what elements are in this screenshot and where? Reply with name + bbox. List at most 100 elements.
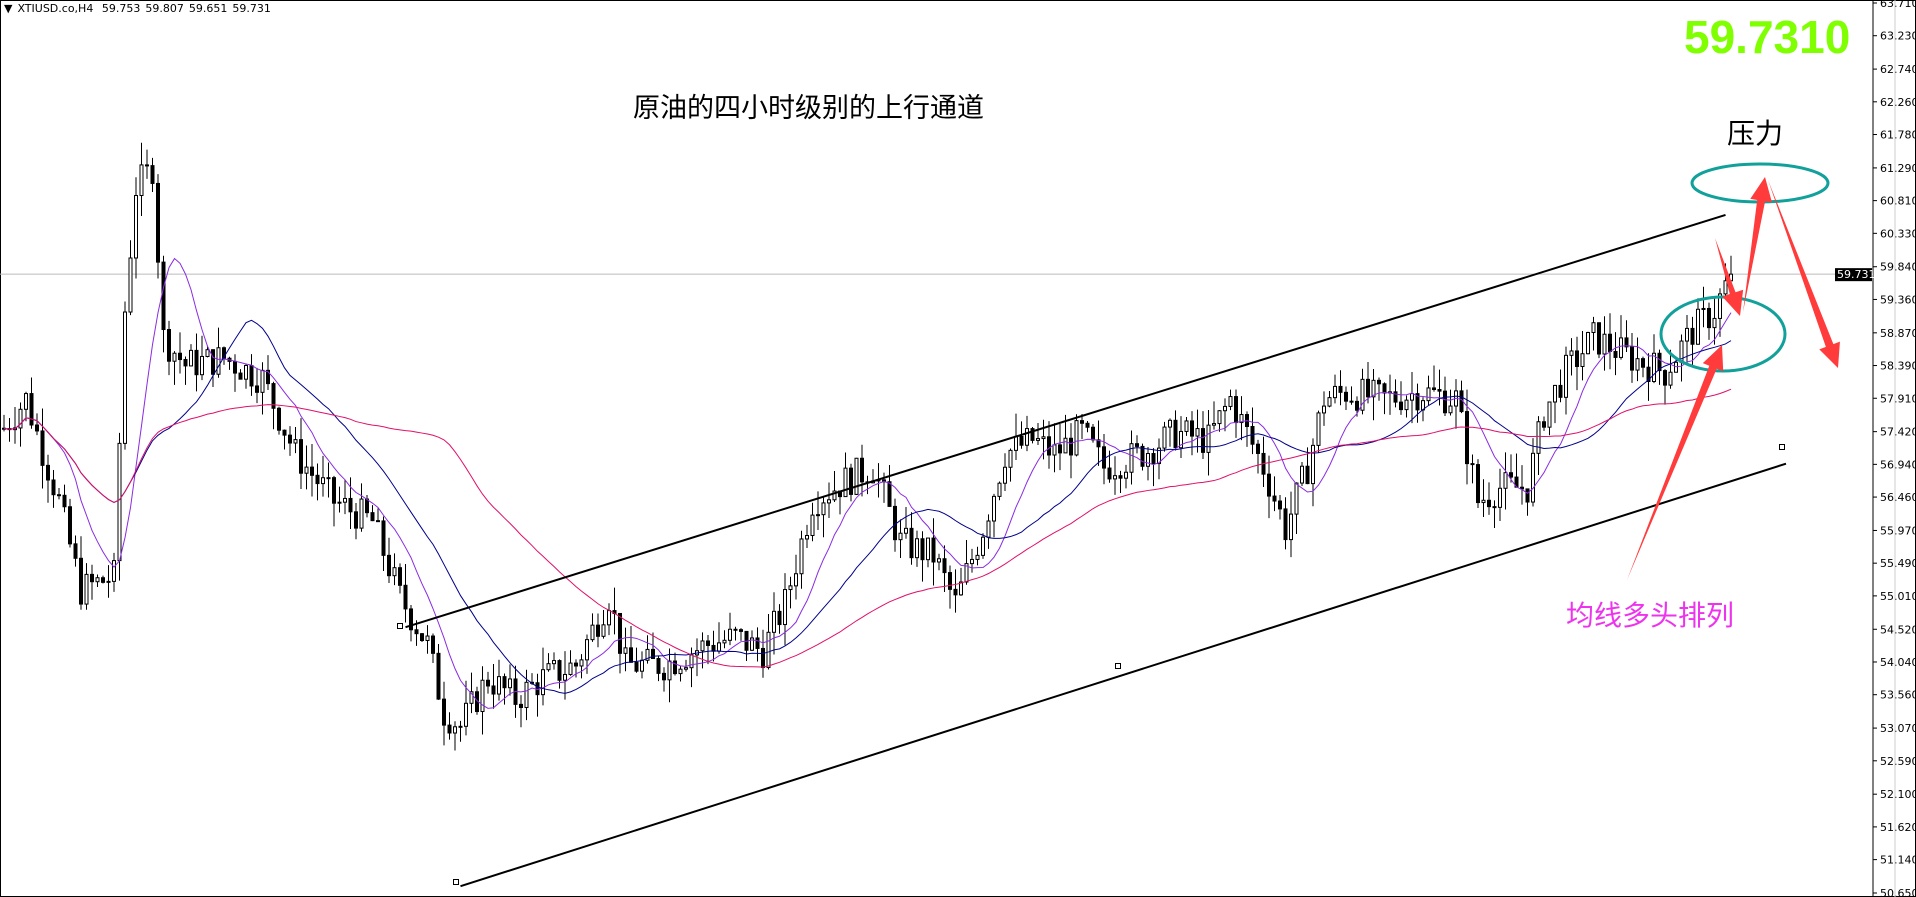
bull-candle — [926, 537, 930, 561]
bear-candle — [1272, 495, 1277, 502]
bull-candle — [1553, 384, 1557, 403]
bull-candle — [458, 725, 463, 728]
bear-candle — [1058, 444, 1062, 454]
bull-candle — [205, 349, 210, 357]
bull-candle — [123, 311, 127, 444]
bull-candle — [766, 631, 771, 669]
bull-candle — [1668, 371, 1673, 386]
bull-candle — [1547, 401, 1552, 428]
bear-candle — [1393, 391, 1398, 403]
bear-candle — [376, 520, 380, 523]
bull-candle — [959, 581, 963, 596]
bull-candle — [937, 558, 941, 563]
bull-candle — [1360, 378, 1365, 411]
bull-candle — [172, 352, 177, 362]
bull-candle — [640, 659, 644, 672]
bull-candle — [689, 654, 694, 669]
channel-anchor-handle — [453, 879, 459, 885]
bear-candle — [1690, 327, 1695, 345]
bear-candle — [1102, 446, 1106, 469]
bull-candle — [359, 498, 364, 529]
bull-candle — [722, 639, 727, 644]
bull-candle — [986, 520, 991, 538]
bear-candle — [73, 543, 78, 559]
bear-candle — [1465, 411, 1469, 465]
bear-candle — [1256, 443, 1260, 454]
low-value: 59.651 — [188, 2, 228, 15]
bear-candle — [777, 610, 782, 626]
bear-candle — [1641, 358, 1645, 368]
bull-candle — [1179, 430, 1183, 449]
bear-candle — [557, 660, 562, 681]
bear-candle — [436, 652, 441, 700]
bear-candle — [860, 457, 864, 483]
bear-candle — [1278, 500, 1282, 510]
bull-candle — [1300, 465, 1304, 484]
bear-candle — [222, 347, 226, 359]
bear-candle — [1399, 401, 1403, 411]
bear-candle — [1190, 420, 1194, 437]
y-tick-label: 52.100 — [1880, 788, 1916, 801]
bear-candle — [35, 424, 39, 432]
up-arrow-ma-icon — [1627, 345, 1724, 580]
bull-candle — [794, 573, 798, 587]
y-tick-label: 55.970 — [1880, 524, 1916, 537]
bear-candle — [194, 349, 199, 376]
bull-candle — [1008, 449, 1013, 468]
bull-candle — [139, 164, 144, 197]
bear-candle — [442, 698, 446, 726]
bear-candle — [1443, 390, 1447, 414]
bull-candle — [975, 554, 980, 560]
bear-candle — [178, 352, 182, 361]
bull-candle — [200, 355, 204, 376]
bear-candle — [46, 464, 50, 481]
bear-candle — [849, 467, 853, 495]
bull-candle — [304, 466, 309, 474]
bull-candle — [821, 502, 826, 516]
bear-candle — [596, 624, 600, 637]
current-price-label: 59.731 — [1837, 268, 1876, 281]
bear-candle — [1542, 421, 1546, 428]
bear-candle — [1476, 464, 1480, 504]
bear-candle — [629, 647, 633, 663]
bull-candle — [1652, 352, 1656, 383]
bull-candle — [728, 628, 732, 641]
bull-candle — [915, 538, 919, 559]
bull-candle — [717, 642, 721, 652]
bear-candle — [1173, 419, 1178, 449]
bull-candle — [788, 585, 793, 591]
y-tick-label: 60.330 — [1880, 227, 1916, 240]
bull-candle — [1723, 280, 1728, 295]
bull-candle — [1124, 471, 1128, 479]
bull-candle — [1311, 444, 1315, 485]
y-tick-label: 61.780 — [1880, 129, 1916, 142]
y-tick-label: 58.870 — [1880, 327, 1916, 340]
bear-candle — [1624, 337, 1629, 348]
bull-candle — [667, 660, 672, 681]
bear-candle — [1338, 385, 1343, 393]
bear-candle — [618, 612, 622, 654]
bull-candle — [106, 580, 111, 583]
bull-candle — [1586, 332, 1590, 355]
bear-candle — [739, 629, 743, 632]
bull-candle — [1333, 385, 1337, 399]
bull-candle — [321, 477, 325, 485]
bear-candle — [909, 527, 914, 559]
bear-candle — [398, 567, 402, 586]
bull-candle — [1619, 337, 1623, 358]
bull-candle — [1223, 405, 1227, 412]
bull-candle — [1294, 482, 1299, 515]
bear-candle — [414, 629, 419, 635]
y-tick-label: 60.810 — [1880, 195, 1916, 208]
bull-candle — [1410, 393, 1414, 401]
bear-candle — [156, 182, 160, 263]
bull-candle — [981, 536, 985, 556]
dropdown-triangle-icon[interactable]: ▼ — [4, 2, 13, 15]
y-tick-label: 52.590 — [1880, 755, 1916, 768]
bear-candle — [651, 648, 655, 660]
bull-candle — [1701, 307, 1706, 310]
bull-candle — [816, 514, 820, 517]
bull-candle — [1580, 353, 1585, 367]
bear-candle — [370, 512, 375, 522]
